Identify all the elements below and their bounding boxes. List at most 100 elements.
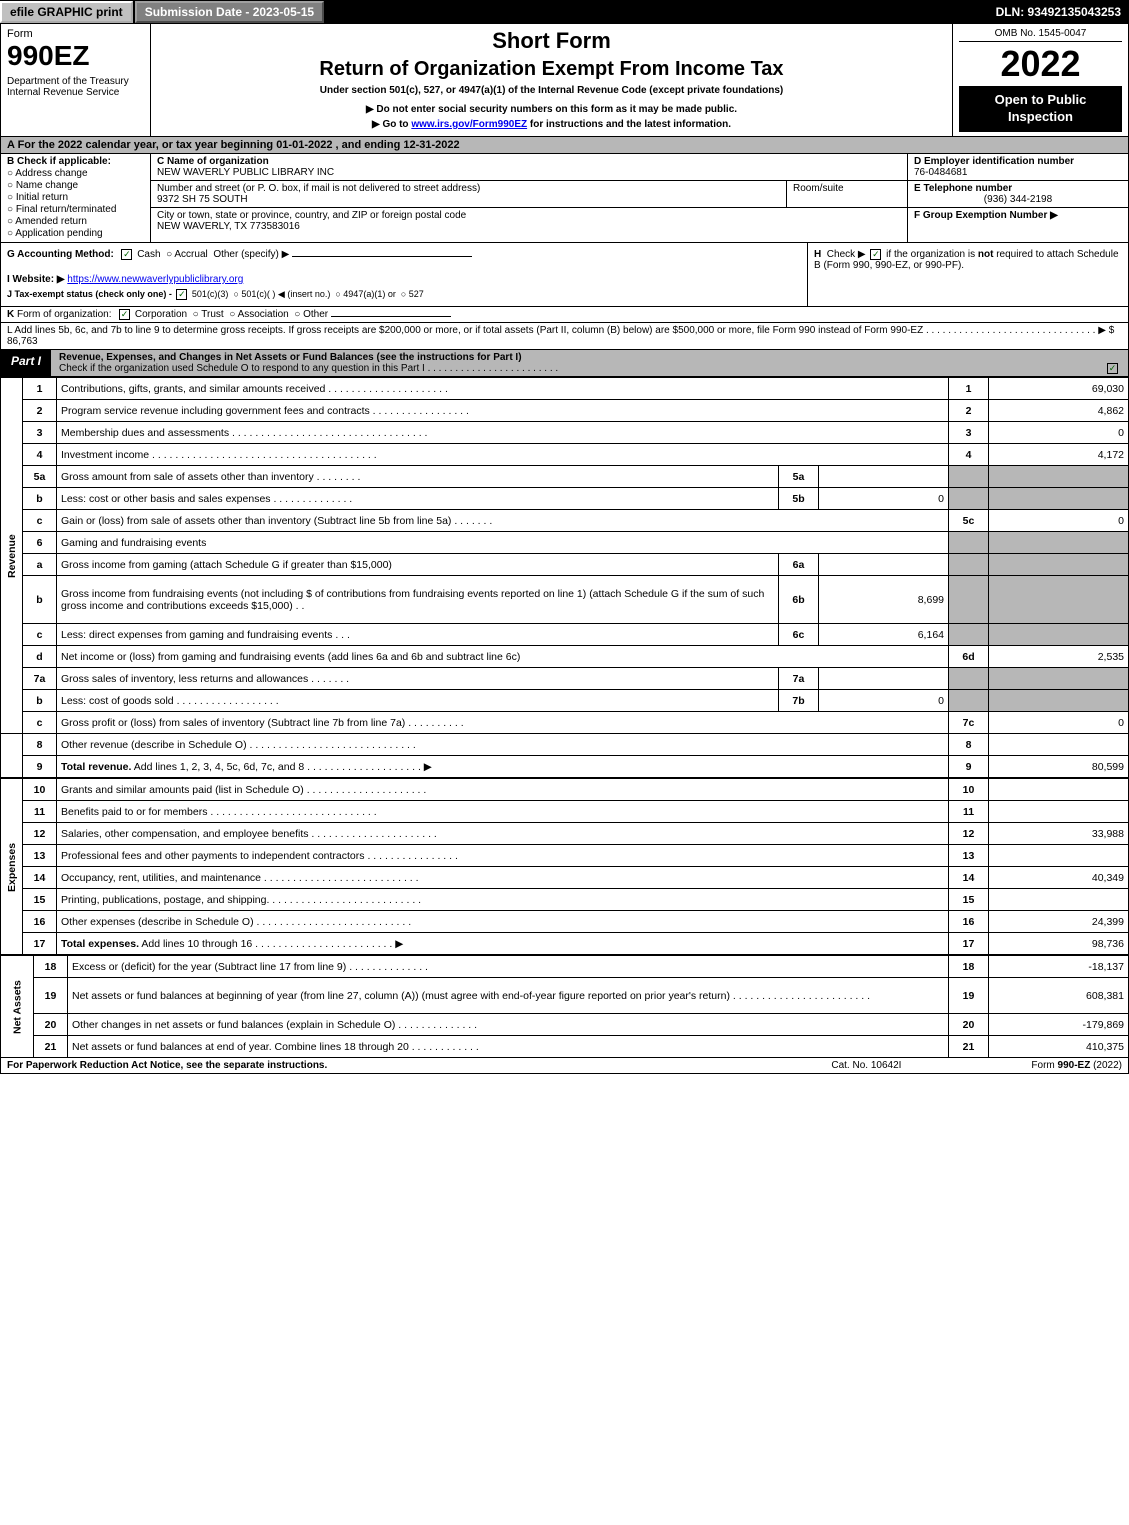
amt-6d: 2,535 xyxy=(989,646,1129,668)
desc-9: Total revenue. Add lines 1, 2, 3, 4, 5c,… xyxy=(57,756,949,778)
city-value: NEW WAVERLY, TX 773583016 xyxy=(157,221,300,232)
nb-17: 17 xyxy=(949,933,989,955)
main-title: Return of Organization Exempt From Incom… xyxy=(159,58,944,81)
dln-label: DLN: 93492135043253 xyxy=(996,5,1129,19)
chk-other-org[interactable]: Other xyxy=(294,309,328,320)
org-name-row: C Name of organization NEW WAVERLY PUBLI… xyxy=(151,154,907,181)
nb-2: 2 xyxy=(949,400,989,422)
desc-21: Net assets or fund balances at end of ye… xyxy=(68,1036,949,1058)
chk-final-return[interactable]: Final return/terminated xyxy=(7,204,144,215)
nb-6c-shade xyxy=(949,624,989,646)
revenue-side-label: Revenue xyxy=(1,378,23,734)
amt-16: 24,399 xyxy=(989,911,1129,933)
ln-6b: b xyxy=(23,576,57,624)
ln-16: 16 xyxy=(23,911,57,933)
chk-accrual[interactable]: Accrual xyxy=(166,249,208,260)
chk-address-change[interactable]: Address change xyxy=(7,168,144,179)
nb-4: 4 xyxy=(949,444,989,466)
footer-center: Cat. No. 10642I xyxy=(831,1060,901,1071)
amt-5a-shade xyxy=(989,466,1129,488)
city-label: City or town, state or province, country… xyxy=(157,210,466,221)
nb-9: 9 xyxy=(949,756,989,778)
col-d-ein: D Employer identification number 76-0484… xyxy=(908,154,1128,242)
desc-4: Investment income . . . . . . . . . . . … xyxy=(57,444,949,466)
row-k: K Form of organization: Corporation Trus… xyxy=(0,307,1129,323)
expenses-side-label: Expenses xyxy=(1,779,23,955)
part-1-tab: Part I xyxy=(1,350,51,376)
col-g-accounting: G Accounting Method: Cash Accrual Other … xyxy=(1,243,808,306)
desc-5c: Gain or (loss) from sale of assets other… xyxy=(57,510,949,532)
chk-501c[interactable]: 501(c)( ) ◀ (insert no.) xyxy=(233,289,330,300)
part-1-subtitle: Check if the organization used Schedule … xyxy=(59,363,558,374)
amt-7c: 0 xyxy=(989,712,1129,734)
desc-16: Other expenses (describe in Schedule O) … xyxy=(57,911,949,933)
amt-5c: 0 xyxy=(989,510,1129,532)
amt-20: -179,869 xyxy=(989,1014,1129,1036)
col-b-header: B Check if applicable: xyxy=(7,156,144,167)
form-header: Form 990EZ Department of the Treasury In… xyxy=(0,24,1129,137)
cash-label: Cash xyxy=(137,249,160,260)
amt-12: 33,988 xyxy=(989,823,1129,845)
ln-12: 12 xyxy=(23,823,57,845)
website-link[interactable]: https://www.newwaverlypubliclibrary.org xyxy=(67,274,243,285)
amt-19: 608,381 xyxy=(989,978,1129,1014)
submission-date-button[interactable]: Submission Date - 2023-05-15 xyxy=(135,1,324,23)
ln-9: 9 xyxy=(23,756,57,778)
tax-exempt-row: J Tax-exempt status (check only one) - 5… xyxy=(7,289,801,300)
ln-7b: b xyxy=(23,690,57,712)
ln-8: 8 xyxy=(23,734,57,756)
nb-11: 11 xyxy=(949,801,989,823)
snb-7b: 7b xyxy=(779,690,819,712)
ln-4: 4 xyxy=(23,444,57,466)
ein-label: D Employer identification number xyxy=(914,156,1074,167)
nb-1: 1 xyxy=(949,378,989,400)
efile-print-button[interactable]: efile GRAPHIC print xyxy=(0,1,133,23)
form-word: Form xyxy=(7,28,144,40)
other-specify-line xyxy=(292,256,472,257)
ln-1: 1 xyxy=(23,378,57,400)
nb-6-shade xyxy=(949,532,989,554)
nb-8: 8 xyxy=(949,734,989,756)
chk-association[interactable]: Association xyxy=(229,309,288,320)
chk-527[interactable]: 527 xyxy=(401,289,424,299)
ein-value: 76-0484681 xyxy=(914,167,967,178)
samt-7b: 0 xyxy=(819,690,949,712)
chk-name-change[interactable]: Name change xyxy=(7,180,144,191)
desc-11: Benefits paid to or for members . . . . … xyxy=(57,801,949,823)
col-b-checkboxes: B Check if applicable: Address change Na… xyxy=(1,154,151,242)
street-label: Number and street (or P. O. box, if mail… xyxy=(157,183,480,194)
chk-cash[interactable] xyxy=(121,249,132,260)
chk-application-pending[interactable]: Application pending xyxy=(7,228,144,239)
chk-trust[interactable]: Trust xyxy=(193,309,224,320)
chk-corporation[interactable] xyxy=(119,309,130,320)
page-footer: For Paperwork Reduction Act Notice, see … xyxy=(0,1058,1129,1074)
ln-11: 11 xyxy=(23,801,57,823)
desc-6a: Gross income from gaming (attach Schedul… xyxy=(57,554,779,576)
chk-4947[interactable]: 4947(a)(1) or xyxy=(335,289,395,299)
nb-10: 10 xyxy=(949,779,989,801)
row-b-to-f: B Check if applicable: Address change Na… xyxy=(0,154,1129,243)
chk-501c3[interactable] xyxy=(176,289,187,300)
amt-1: 69,030 xyxy=(989,378,1129,400)
ln-15: 15 xyxy=(23,889,57,911)
irs-link[interactable]: www.irs.gov/Form990EZ xyxy=(411,119,527,130)
desc-17: Total expenses. Add lines 10 through 16 … xyxy=(57,933,949,955)
other-specify-label: Other (specify) ▶ xyxy=(213,249,289,260)
desc-6b: Gross income from fundraising events (no… xyxy=(57,576,779,624)
chk-initial-return[interactable]: Initial return xyxy=(7,192,144,203)
samt-7a xyxy=(819,668,949,690)
header-center: Short Form Return of Organization Exempt… xyxy=(151,24,953,136)
nb-13: 13 xyxy=(949,845,989,867)
amt-2: 4,862 xyxy=(989,400,1129,422)
amt-5b-shade xyxy=(989,488,1129,510)
expenses-table: Expenses 10 Grants and similar amounts p… xyxy=(0,778,1129,955)
desc-18: Excess or (deficit) for the year (Subtra… xyxy=(68,956,949,978)
ln-5c: c xyxy=(23,510,57,532)
chk-amended-return[interactable]: Amended return xyxy=(7,216,144,227)
part-1-header: Part I Revenue, Expenses, and Changes in… xyxy=(0,350,1129,377)
samt-6a xyxy=(819,554,949,576)
amt-6b-shade xyxy=(989,576,1129,624)
chk-schedule-o[interactable] xyxy=(1107,363,1118,374)
chk-schedule-b[interactable] xyxy=(870,249,881,260)
samt-6c: 6,164 xyxy=(819,624,949,646)
